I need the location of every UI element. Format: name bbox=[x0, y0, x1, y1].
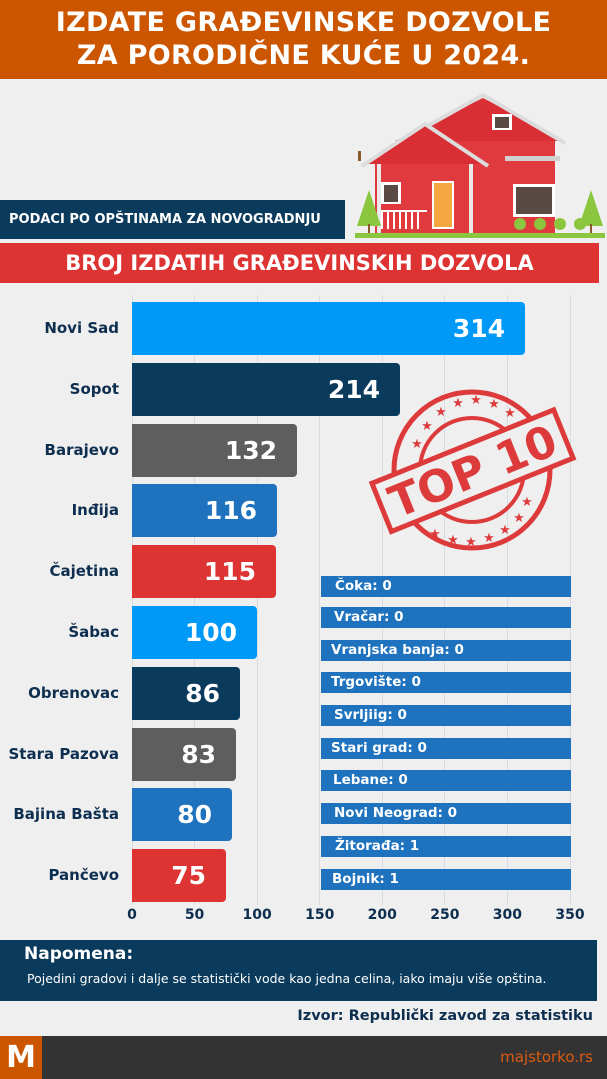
gridline bbox=[382, 295, 383, 905]
chart-heading: BROJ IZDATIH GRAĐEVINSKIH DOZVOLA bbox=[0, 243, 599, 283]
bar: 314 bbox=[132, 302, 525, 355]
zero-list-item: Vranjska banja: 0 bbox=[321, 640, 571, 661]
site-link[interactable]: majstorko.rs bbox=[500, 1048, 593, 1066]
x-tick-label: 50 bbox=[184, 907, 205, 923]
note-title: Napomena: bbox=[24, 944, 134, 964]
bar-value: 132 bbox=[224, 435, 277, 465]
svg-text:★: ★ bbox=[470, 393, 482, 408]
bar-value: 116 bbox=[204, 496, 257, 526]
zero-list-item: Novi Neograd: 0 bbox=[321, 803, 571, 824]
logo-icon: M bbox=[0, 1036, 42, 1079]
zero-list-item: Vračar: 0 bbox=[321, 607, 571, 628]
bar-chart: Novi Sad Sopot Barajevo Inđija Čajetina Šabac… bbox=[8, 295, 585, 923]
subtitle-banner: PODACI PO OPŠTINAMA ZA NOVOGRADNJU bbox=[0, 200, 345, 239]
category-label: Inđija bbox=[71, 501, 119, 520]
note-box: Napomena: Pojedini gradovi i dalje se st… bbox=[0, 940, 597, 1001]
bar: 86 bbox=[132, 666, 240, 720]
bar: 115 bbox=[132, 545, 276, 599]
gridline bbox=[444, 295, 445, 905]
x-tick-label: 100 bbox=[242, 907, 272, 923]
category-label: Bajina Bašta bbox=[13, 805, 119, 824]
svg-text:★: ★ bbox=[513, 511, 525, 526]
category-label: Stara Pazova bbox=[8, 744, 120, 763]
svg-text:★: ★ bbox=[452, 396, 464, 411]
bar-value: 80 bbox=[177, 800, 212, 830]
bar-value: 214 bbox=[327, 374, 380, 404]
category-label: Šabac bbox=[68, 623, 119, 641]
svg-text:★: ★ bbox=[483, 531, 495, 546]
zero-list-item: Stari grad: 0 bbox=[321, 738, 571, 759]
svg-text:★: ★ bbox=[504, 406, 516, 421]
svg-text:★: ★ bbox=[465, 535, 477, 550]
bar-value: 83 bbox=[181, 739, 216, 769]
zero-list-item: Svrljiig: 0 bbox=[321, 705, 571, 726]
zero-list-item: Čoka: 0 bbox=[321, 576, 571, 597]
gridline bbox=[257, 295, 258, 905]
x-tick-label: 350 bbox=[555, 907, 585, 923]
gridline bbox=[132, 295, 133, 905]
bar-value: 115 bbox=[203, 557, 256, 587]
gridline bbox=[570, 295, 571, 905]
zero-list-item: Žitorađa: 1 bbox=[321, 836, 571, 857]
bar-value: 75 bbox=[171, 861, 206, 891]
x-tick-label: 250 bbox=[430, 907, 460, 923]
bar-value: 314 bbox=[452, 314, 505, 343]
bar: 214 bbox=[132, 362, 400, 416]
zero-list-item: Bojnik: 1 bbox=[321, 869, 571, 890]
red-house-icon bbox=[355, 92, 605, 238]
footer: M majstorko.rs bbox=[0, 1036, 607, 1079]
note-text: Pojedini gradovi i dalje se statistički … bbox=[27, 971, 547, 986]
svg-text:★: ★ bbox=[435, 405, 447, 420]
bar-value: 86 bbox=[185, 678, 220, 708]
bar: 80 bbox=[132, 788, 232, 842]
svg-text:★: ★ bbox=[499, 523, 511, 538]
svg-text:★: ★ bbox=[521, 495, 533, 510]
page-title: IZDATE GRAĐEVINSKE DOZVOLE ZA PORODIČNE … bbox=[0, 0, 607, 79]
x-tick-label: 300 bbox=[492, 907, 523, 923]
bar: 83 bbox=[132, 727, 236, 781]
source-text: Izvor: Republički zavod za statistiku bbox=[297, 1008, 593, 1024]
zero-list-item: Trgovište: 0 bbox=[321, 672, 571, 693]
title-line-1: IZDATE GRAĐEVINSKE DOZVOLE bbox=[55, 7, 552, 38]
category-label: Barajevo bbox=[44, 440, 119, 459]
category-label: Čajetina bbox=[49, 562, 119, 581]
gridline bbox=[507, 295, 508, 905]
category-label: Obrenovac bbox=[28, 683, 119, 702]
x-tick-label: 200 bbox=[367, 907, 397, 923]
x-tick-label: 150 bbox=[305, 907, 335, 923]
svg-text:★: ★ bbox=[488, 397, 500, 412]
zero-list-item: Lebane: 0 bbox=[321, 770, 571, 791]
gridline bbox=[194, 295, 195, 905]
bar: 116 bbox=[132, 484, 277, 538]
svg-text:★: ★ bbox=[411, 437, 423, 452]
category-label: Sopot bbox=[69, 379, 119, 398]
gridline bbox=[319, 295, 320, 905]
top-10-stamp-icon: ★★★★ ★ ★★ ★ ★ ★ ★★★★ TOP 10 bbox=[368, 389, 577, 551]
svg-text:★: ★ bbox=[421, 419, 433, 434]
bar-value: 100 bbox=[184, 618, 237, 647]
bar: 132 bbox=[132, 423, 297, 477]
x-tick-label: 0 bbox=[127, 907, 137, 923]
title-line-2: ZA PORODIČNE KUĆE U 2024. bbox=[76, 40, 531, 71]
bar: 75 bbox=[132, 849, 226, 903]
svg-text:★: ★ bbox=[429, 527, 441, 542]
category-label: Pančevo bbox=[48, 866, 119, 885]
bar: 100 bbox=[132, 606, 257, 659]
category-label: Novi Sad bbox=[44, 319, 119, 337]
svg-text:★: ★ bbox=[447, 533, 459, 548]
